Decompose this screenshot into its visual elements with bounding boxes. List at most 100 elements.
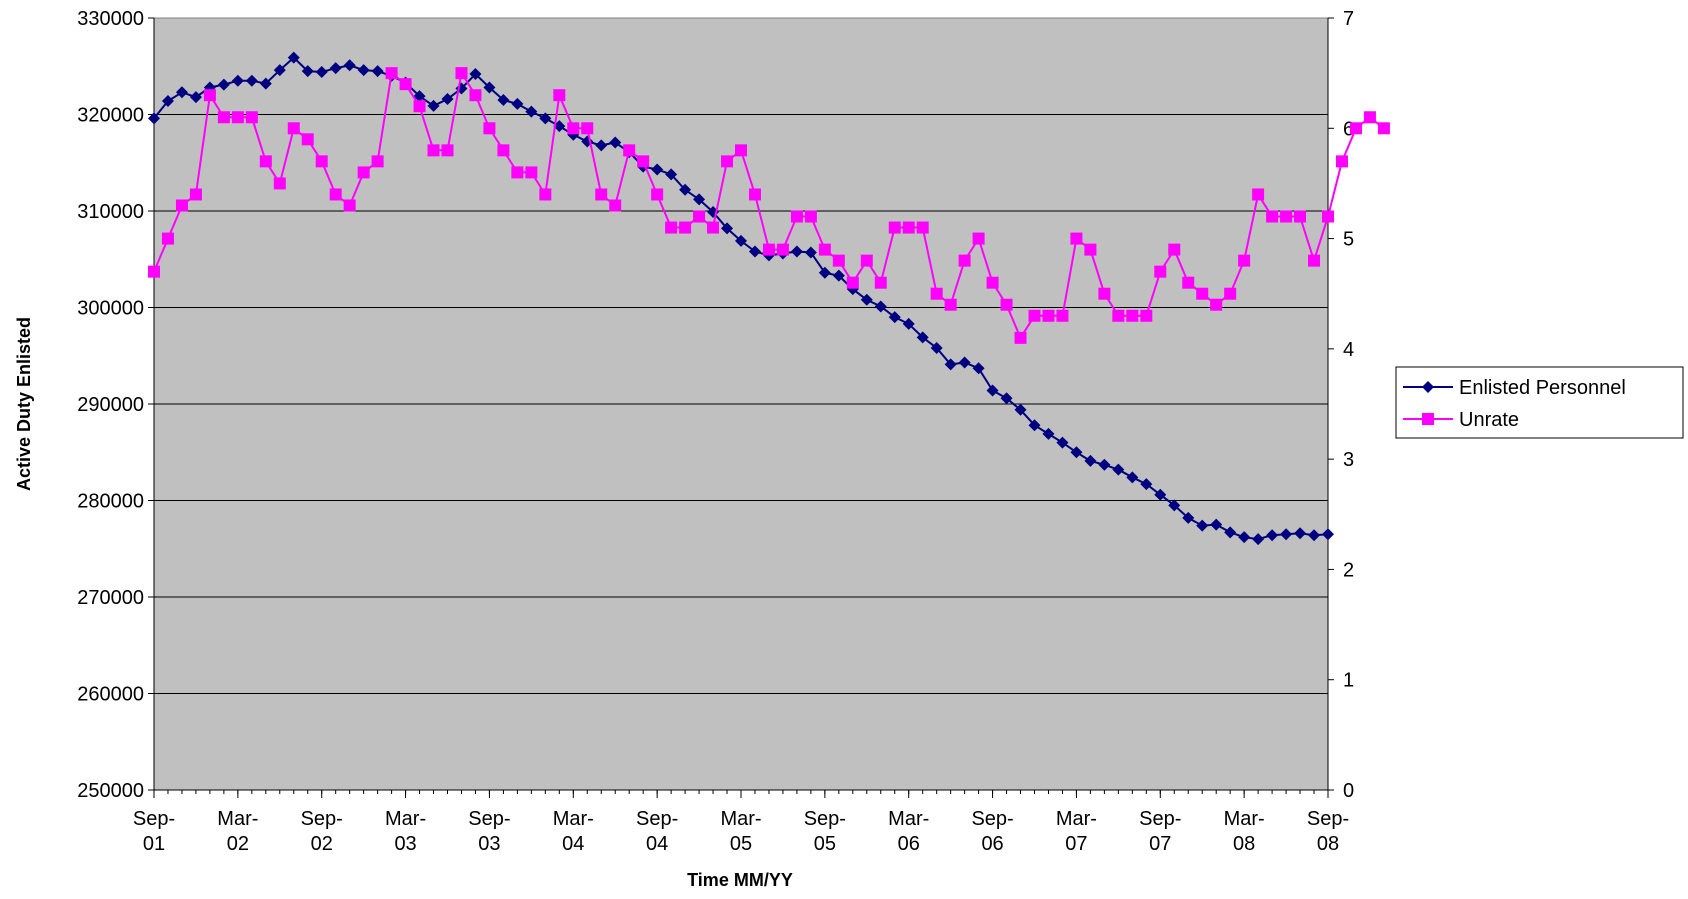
data-point-enlisted	[874, 300, 887, 313]
data-point-unrate	[1084, 243, 1097, 256]
data-point-enlisted	[1252, 533, 1265, 546]
data-point-enlisted	[609, 136, 622, 149]
data-point-enlisted	[944, 358, 957, 371]
data-point-enlisted	[1294, 527, 1307, 540]
data-point-enlisted	[1000, 392, 1013, 405]
x-tick-label-year: 05	[730, 833, 752, 855]
data-point-unrate	[748, 188, 761, 201]
data-point-unrate	[1112, 309, 1125, 322]
data-point-unrate	[735, 144, 747, 157]
x-tick-label-year: 08	[1317, 833, 1339, 855]
x-tick-label-year: 05	[814, 833, 836, 855]
x-tick-label-year: 02	[311, 833, 333, 855]
data-point-enlisted	[818, 266, 831, 279]
data-point-unrate	[161, 232, 174, 245]
data-point-unrate	[1168, 243, 1181, 256]
data-point-unrate	[790, 210, 803, 223]
data-point-enlisted	[1056, 436, 1069, 449]
data-point-unrate	[1126, 309, 1139, 322]
data-point-enlisted	[972, 362, 985, 375]
data-point-unrate	[693, 210, 706, 223]
data-point-enlisted	[1210, 518, 1223, 531]
data-point-unrate	[972, 232, 985, 245]
x-tick-label-year: 06	[898, 833, 920, 855]
data-point-unrate	[1377, 122, 1390, 135]
data-point-unrate	[637, 155, 650, 168]
data-point-enlisted	[1280, 528, 1293, 541]
data-point-unrate	[1140, 309, 1153, 322]
data-point-enlisted	[511, 97, 524, 110]
x-tick-label-month: Sep-	[133, 808, 175, 830]
data-point-enlisted	[832, 269, 845, 282]
data-point-unrate	[567, 122, 580, 135]
data-point-unrate	[1294, 210, 1307, 223]
data-point-unrate	[1363, 111, 1376, 124]
y-right-tick-label: 0	[1343, 780, 1354, 802]
data-point-unrate	[916, 221, 929, 234]
data-point-enlisted	[273, 64, 286, 77]
data-point-enlisted	[1266, 529, 1279, 542]
data-point-enlisted	[1028, 419, 1041, 432]
data-point-unrate	[818, 243, 831, 256]
data-point-unrate	[1070, 232, 1083, 245]
data-point-enlisted	[1112, 463, 1125, 476]
data-point-unrate	[1266, 210, 1279, 223]
x-tick-label-year: 07	[1065, 833, 1087, 855]
legend-label-unrate: Unrate	[1459, 409, 1519, 431]
data-point-unrate	[287, 122, 300, 135]
data-point-enlisted	[148, 112, 160, 125]
data-point-unrate	[189, 188, 202, 201]
data-point-unrate	[455, 67, 468, 80]
data-point-unrate	[1000, 298, 1013, 311]
x-tick-label-year: 04	[646, 833, 668, 855]
y-left-tick-label: 320000	[77, 105, 144, 127]
x-tick-label-month: Mar-	[217, 808, 258, 830]
data-point-enlisted	[1014, 403, 1027, 416]
y-left-tick-label: 260000	[77, 684, 144, 706]
data-point-unrate	[721, 155, 734, 168]
data-point-unrate	[623, 144, 636, 157]
y-left-tick-label: 310000	[77, 201, 144, 223]
data-point-unrate	[483, 122, 496, 135]
series-layer	[148, 51, 1390, 546]
data-point-enlisted	[175, 86, 188, 99]
data-point-unrate	[441, 144, 454, 157]
legend-marker-unrate	[1422, 413, 1434, 425]
y-right-tick-label: 2	[1343, 559, 1354, 581]
data-point-unrate	[343, 199, 356, 212]
data-point-enlisted	[1126, 471, 1139, 484]
gridlines	[154, 114, 1328, 694]
data-point-unrate	[427, 144, 440, 157]
axes: 2500002600002700002800002900003000003100…	[77, 8, 1354, 855]
data-point-unrate	[511, 166, 524, 179]
data-point-enlisted	[483, 81, 496, 94]
legend-label-enlisted: Enlisted Personnel	[1459, 377, 1626, 399]
y-left-tick-label: 330000	[77, 8, 144, 30]
data-point-unrate	[832, 254, 845, 267]
x-tick-label-year: 03	[394, 833, 416, 855]
y-right-tick-label: 4	[1343, 339, 1354, 361]
data-point-enlisted	[497, 94, 510, 107]
legend-box	[1395, 366, 1684, 439]
data-point-unrate	[1335, 155, 1348, 168]
data-point-unrate	[525, 166, 538, 179]
data-point-enlisted	[1168, 499, 1181, 512]
data-point-unrate	[595, 188, 608, 201]
data-point-unrate	[497, 144, 510, 157]
data-point-unrate	[944, 298, 957, 311]
data-point-enlisted	[888, 311, 901, 324]
data-point-enlisted	[329, 62, 342, 75]
data-point-enlisted	[958, 356, 971, 369]
data-point-enlisted	[441, 93, 454, 106]
data-point-enlisted	[790, 245, 803, 258]
data-point-unrate	[1196, 287, 1209, 300]
data-point-enlisted	[427, 99, 440, 112]
data-point-unrate	[1322, 210, 1334, 223]
x-tick-label-month: Sep-	[636, 808, 678, 830]
data-point-enlisted	[343, 59, 356, 72]
data-point-unrate	[371, 155, 384, 168]
x-tick-label-month: Mar-	[553, 808, 594, 830]
data-point-enlisted	[1238, 531, 1251, 544]
data-point-enlisted	[1224, 526, 1237, 539]
y-right-tick-label: 5	[1343, 229, 1354, 251]
